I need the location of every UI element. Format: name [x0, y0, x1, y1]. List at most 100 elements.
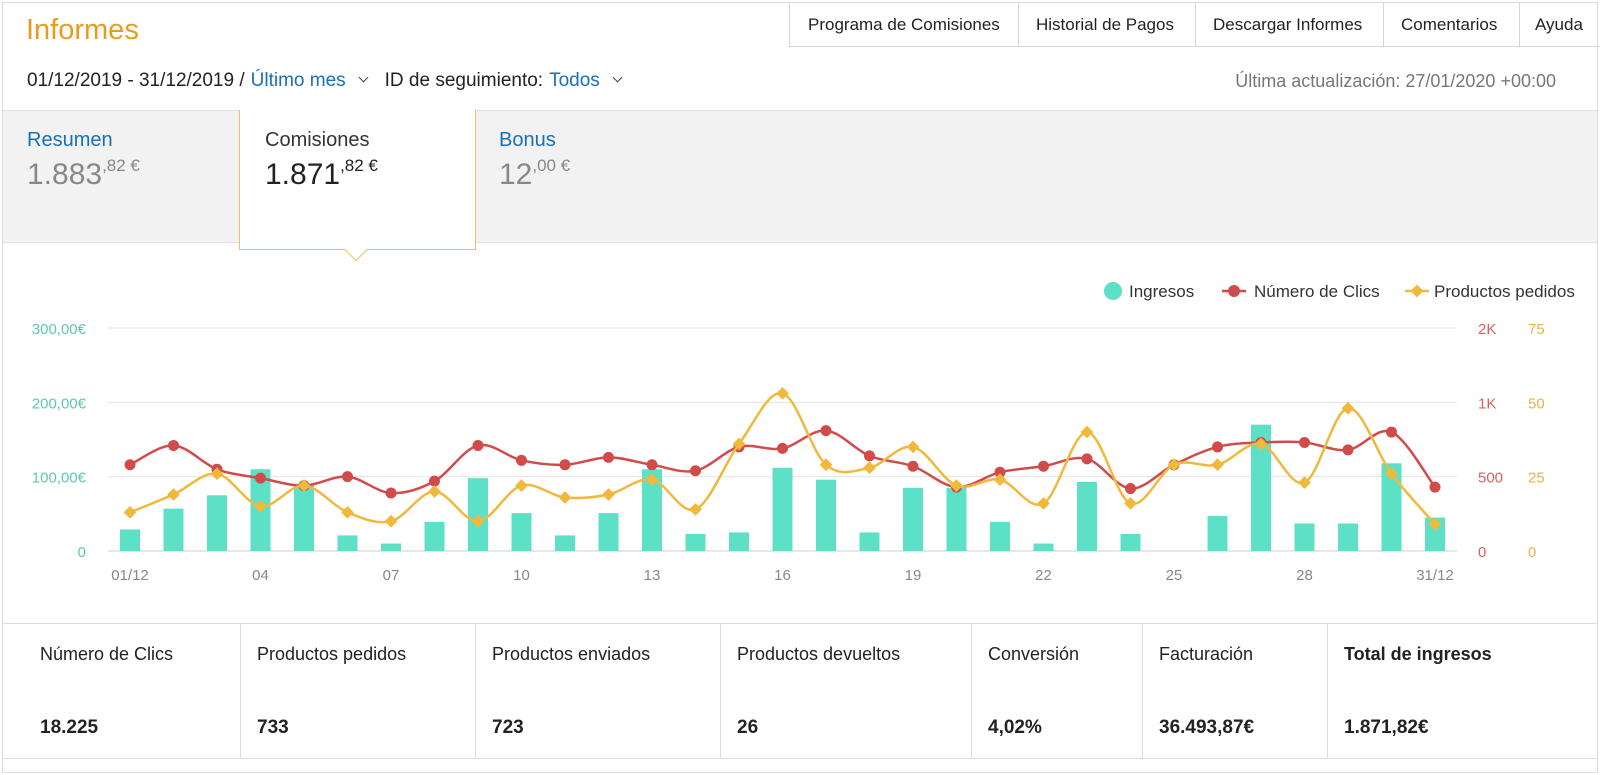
bar-ingresos — [511, 513, 532, 551]
point-clics — [1212, 441, 1223, 453]
point-clics — [168, 439, 179, 451]
tab-bonus[interactable]: Bonus 12,00 € — [499, 129, 570, 192]
legend-pedidos-label: Productos pedidos — [1434, 282, 1575, 301]
nav-download-reports[interactable]: Descargar Informes — [1196, 3, 1384, 46]
stat-label: Total de ingresos — [1344, 644, 1492, 664]
point-clics — [646, 459, 658, 471]
x-tick-label: 31/12 — [1416, 567, 1454, 584]
nav-commission-program[interactable]: Programa de Comisiones — [790, 3, 1019, 46]
y-left-tick-label: 100,00€ — [32, 470, 87, 487]
x-tick-label: 04 — [252, 567, 269, 584]
bar-ingresos — [163, 508, 184, 551]
point-pedidos — [428, 485, 441, 498]
x-tick-label: 16 — [774, 567, 791, 584]
bar-ingresos — [772, 467, 793, 551]
point-clics — [994, 466, 1006, 478]
point-pedidos — [384, 514, 398, 528]
stat-value: 723 — [492, 717, 524, 738]
point-pedidos — [210, 467, 224, 481]
bar-ingresos — [381, 543, 401, 551]
point-clics — [1081, 453, 1093, 465]
point-pedidos — [123, 505, 137, 519]
bar-ingresos — [1338, 523, 1358, 551]
point-clics — [1429, 481, 1441, 493]
stat-label: Facturación — [1159, 644, 1254, 664]
x-tick-label: 01/12 — [111, 567, 149, 584]
stat-label: Conversión — [988, 644, 1080, 664]
point-pedidos — [515, 479, 528, 492]
point-clics — [690, 465, 701, 477]
point-clics — [1299, 436, 1310, 448]
stat-conversion: Conversión 4,02% — [972, 624, 1143, 758]
x-tick-label: 10 — [513, 567, 530, 584]
bar-ingresos — [120, 529, 140, 551]
tab-comisiones-amount: 1.871,82 € — [265, 156, 378, 191]
stats-bar: Número de Clics 18.225 Productos pedidos… — [3, 623, 1597, 759]
tab-resumen-amount: 1.883,82 € — [27, 156, 140, 191]
y-right-pedidos-tick-label: 0 — [1528, 544, 1536, 561]
legend-ingresos-icon — [1104, 282, 1122, 300]
point-pedidos — [1341, 401, 1355, 415]
point-clics — [342, 471, 353, 483]
x-tick-label: 25 — [1166, 567, 1183, 584]
legend-pedidos-icon — [1410, 284, 1424, 298]
stat-label: Número de Clics — [40, 644, 174, 664]
y-right-pedidos-tick-label: 75 — [1528, 321, 1545, 338]
bar-ingresos — [1425, 517, 1445, 551]
bar-ingresos — [1120, 533, 1141, 551]
period-dropdown[interactable]: Último mes — [250, 70, 346, 91]
point-pedidos — [602, 488, 615, 501]
point-clics — [559, 459, 571, 471]
bar-ingresos — [1251, 424, 1271, 551]
x-tick-label: 19 — [905, 567, 922, 584]
bar-ingresos — [859, 532, 880, 551]
point-clics — [1125, 483, 1136, 495]
point-pedidos — [167, 488, 180, 501]
y-right-pedidos-tick-label: 50 — [1528, 395, 1545, 412]
chevron-down-icon[interactable] — [612, 72, 623, 83]
stat-total-income: Total de ingresos 1.871,82€ — [1328, 624, 1597, 758]
tab-comisiones[interactable]: Comisiones 1.871,82 € — [239, 110, 476, 262]
stat-billing: Facturación 36.493,87€ — [1143, 624, 1328, 758]
bar-ingresos — [468, 478, 488, 551]
point-pedidos — [254, 500, 267, 513]
bar-ingresos — [1207, 516, 1228, 551]
point-clics — [385, 487, 397, 499]
bar-ingresos — [1381, 463, 1402, 551]
y-right-pedidos-tick-label: 25 — [1528, 470, 1545, 487]
nav-help[interactable]: Ayuda — [1535, 14, 1583, 34]
point-clics — [777, 442, 788, 454]
bar-ingresos — [1077, 481, 1097, 551]
point-clics — [864, 450, 875, 462]
y-left-tick-label: 200,00€ — [32, 395, 87, 412]
nav-comments[interactable]: Comentarios — [1384, 3, 1520, 46]
series-line-pedidos — [129, 392, 1436, 526]
last-update: Última actualización: 27/01/2020 +00:00 — [1235, 71, 1556, 91]
y-right-clics-tick-label: 2K — [1478, 321, 1496, 338]
chevron-down-icon[interactable] — [358, 72, 369, 83]
summary-tabs: Resumen 1.883,82 € Comisiones 1.871,82 €… — [3, 110, 1597, 262]
top-nav: Programa de Comisiones Historial de Pago… — [789, 3, 1600, 47]
legend-clics-icon — [1228, 285, 1240, 297]
point-pedidos — [863, 461, 876, 475]
tab-comisiones-label: Comisiones — [265, 129, 370, 151]
stat-value: 18.225 — [40, 717, 99, 738]
bar-ingresos — [1294, 523, 1315, 551]
bar-ingresos — [337, 535, 358, 551]
point-clics — [1386, 426, 1397, 438]
stat-returned: Productos devueltos 26 — [721, 624, 972, 758]
performance-chart: 0 100,00€ 200,00€ 300,00€ 0 500 1K 2K 0 25 50 75 01/… — [32, 282, 1575, 584]
tab-resumen[interactable]: Resumen 1.883,82 € — [27, 129, 140, 192]
legend-ingresos-label: Ingresos — [1129, 282, 1194, 301]
point-clics — [255, 472, 266, 484]
bar-ingresos — [598, 513, 619, 551]
bar-ingresos — [207, 495, 227, 551]
tracking-id-dropdown[interactable]: Todos — [549, 70, 600, 91]
point-pedidos — [1211, 458, 1224, 472]
nav-payment-history[interactable]: Historial de Pagos — [1019, 3, 1196, 46]
y-left-tick-label: 300,00€ — [32, 321, 87, 338]
point-clics — [1342, 444, 1354, 456]
x-tick-label: 28 — [1296, 567, 1313, 584]
point-clics — [820, 425, 832, 437]
